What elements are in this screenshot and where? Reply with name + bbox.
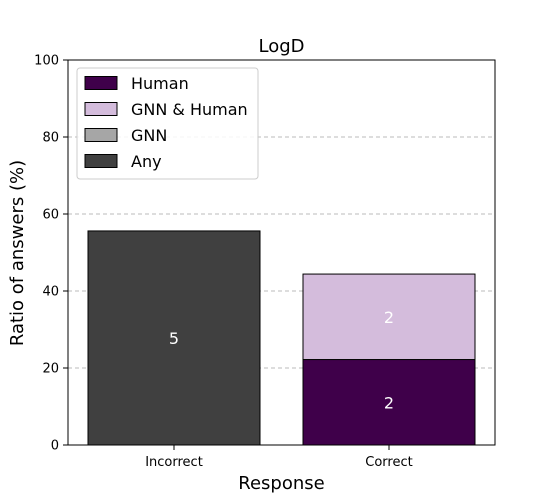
legend-swatch [84, 76, 118, 90]
y-axis-label: Ratio of answers (%) [7, 160, 28, 346]
bar-value-label: 5 [169, 329, 179, 348]
y-tick-label: 40 [42, 285, 59, 300]
legend-label: GNN & Human [131, 100, 248, 119]
x-tick-label: Incorrect [145, 455, 203, 470]
bar-gnn-human-correct [302, 273, 476, 361]
bars [87, 230, 476, 446]
legend-label: GNN [131, 126, 167, 145]
legend-label: Any [131, 152, 162, 171]
legend-swatch [84, 154, 118, 168]
bar-value-label: 2 [384, 308, 394, 327]
y-tick-label: 20 [42, 362, 59, 377]
x-axis-ticks: Incorrect Correct [145, 445, 413, 470]
bar-value-label: 2 [384, 393, 394, 412]
plot-frame [67, 59, 496, 446]
y-tick-label: 60 [42, 208, 59, 223]
y-axis-ticks: 0 20 40 60 80 100 [34, 54, 68, 454]
y-tick-label: 100 [34, 54, 59, 69]
legend-swatch [84, 128, 118, 142]
x-axis-label: Response [238, 473, 324, 494]
legend-swatch [84, 102, 118, 116]
y-tick-label: 0 [51, 439, 59, 454]
legend: Human GNN & Human GNN Any [76, 67, 259, 180]
bar-any-incorrect [87, 230, 261, 446]
x-tick-label: Correct [365, 455, 412, 470]
bar-labels: 5 2 2 [169, 308, 394, 412]
chart-title: LogD [258, 36, 304, 57]
y-tick-label: 80 [42, 131, 59, 146]
legend-frame [76, 67, 259, 180]
legend-label: Human [131, 74, 189, 93]
